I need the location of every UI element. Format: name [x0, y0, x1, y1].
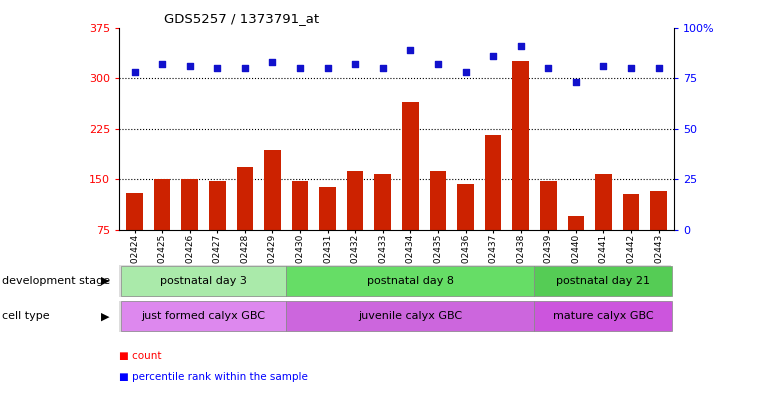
Bar — [512, 61, 529, 230]
Point — [570, 79, 582, 85]
Point — [624, 65, 637, 71]
Bar — [623, 194, 639, 230]
Text: postnatal day 8: postnatal day 8 — [367, 276, 454, 286]
Point — [598, 63, 610, 69]
Bar — [347, 171, 363, 230]
Bar — [402, 102, 419, 230]
Bar — [534, 266, 672, 296]
Text: just formed calyx GBC: just formed calyx GBC — [142, 311, 266, 321]
Bar — [374, 174, 391, 230]
Point — [294, 65, 306, 71]
Point — [156, 61, 169, 67]
Point — [652, 65, 665, 71]
Bar — [595, 174, 611, 230]
Bar — [182, 179, 198, 230]
Bar — [121, 301, 286, 331]
Point — [129, 69, 141, 75]
Bar — [567, 217, 584, 230]
Point — [542, 65, 554, 71]
Text: development stage: development stage — [2, 276, 109, 286]
Bar — [264, 150, 281, 230]
Text: ■ percentile rank within the sample: ■ percentile rank within the sample — [119, 372, 308, 382]
Bar — [457, 184, 474, 230]
Bar — [286, 266, 534, 296]
Text: ▶: ▶ — [101, 311, 110, 321]
Point — [377, 65, 389, 71]
Text: ■ count: ■ count — [119, 351, 162, 361]
Bar — [540, 181, 557, 230]
Point — [404, 47, 417, 53]
Bar — [534, 301, 672, 331]
Bar — [286, 301, 534, 331]
Text: mature calyx GBC: mature calyx GBC — [553, 311, 654, 321]
Bar — [209, 181, 226, 230]
Bar — [292, 181, 308, 230]
Bar — [651, 191, 667, 230]
Bar — [121, 266, 286, 296]
Bar — [320, 187, 336, 230]
Bar — [430, 171, 446, 230]
Point — [266, 59, 279, 65]
Text: cell type: cell type — [2, 311, 49, 321]
Text: GDS5257 / 1373791_at: GDS5257 / 1373791_at — [164, 12, 319, 25]
Bar — [485, 136, 501, 230]
Point — [211, 65, 223, 71]
Text: ▶: ▶ — [101, 276, 110, 286]
Point — [487, 53, 499, 59]
Point — [321, 65, 333, 71]
Bar — [236, 167, 253, 230]
Text: postnatal day 21: postnatal day 21 — [557, 276, 651, 286]
Text: postnatal day 3: postnatal day 3 — [160, 276, 247, 286]
Point — [239, 65, 251, 71]
Point — [183, 63, 196, 69]
Bar — [154, 179, 170, 230]
Text: juvenile calyx GBC: juvenile calyx GBC — [358, 311, 463, 321]
Point — [432, 61, 444, 67]
Bar — [126, 193, 142, 230]
Point — [349, 61, 361, 67]
Point — [514, 42, 527, 49]
Point — [460, 69, 472, 75]
